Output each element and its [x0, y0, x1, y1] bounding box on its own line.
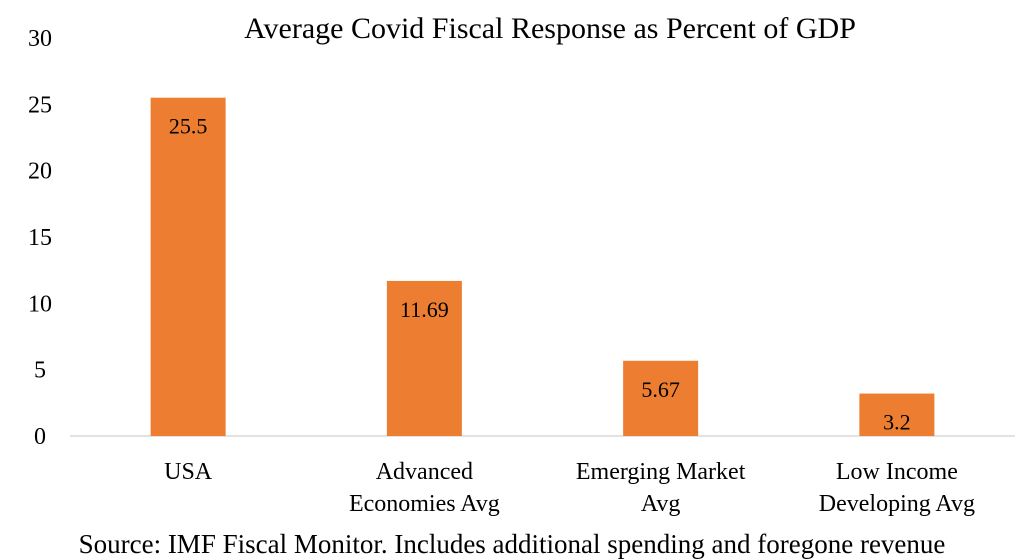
y-tick-label: 10: [28, 291, 52, 317]
data-labels: 25.5 11.69 5.67 3.2: [169, 114, 911, 435]
category-label: Developing Avg: [819, 491, 975, 517]
category-label: USA: [164, 459, 213, 485]
y-tick-label: 25: [28, 92, 52, 118]
bar: [386, 280, 462, 436]
y-tick-label: 15: [28, 225, 52, 251]
category-label: Economies Avg: [349, 491, 500, 517]
category-label: Advanced: [376, 459, 473, 485]
category-label: Avg: [641, 491, 681, 517]
data-label: 3.2: [883, 410, 911, 435]
y-tick-label: 5: [34, 358, 46, 384]
y-tick-label: 20: [28, 159, 52, 185]
bars: [150, 97, 935, 436]
category-label: Low Income: [836, 459, 958, 485]
source-note: Source: IMF Fiscal Monitor. Includes add…: [79, 529, 946, 559]
chart-title: Average Covid Fiscal Response as Percent…: [244, 12, 856, 45]
bar: [150, 97, 226, 436]
y-axis-ticks: 0 5 10 15 20 25 30: [28, 26, 52, 450]
y-tick-label: 0: [34, 424, 46, 450]
bar: [623, 360, 699, 436]
category-labels: USA Advanced Economies Avg Emerging Market A…: [164, 459, 975, 517]
y-tick-label: 30: [28, 26, 52, 52]
category-label: Emerging Market: [576, 459, 746, 485]
data-label: 11.69: [400, 297, 449, 322]
bar: [859, 393, 935, 436]
data-label: 5.67: [641, 377, 680, 402]
data-label: 25.5: [169, 114, 208, 139]
